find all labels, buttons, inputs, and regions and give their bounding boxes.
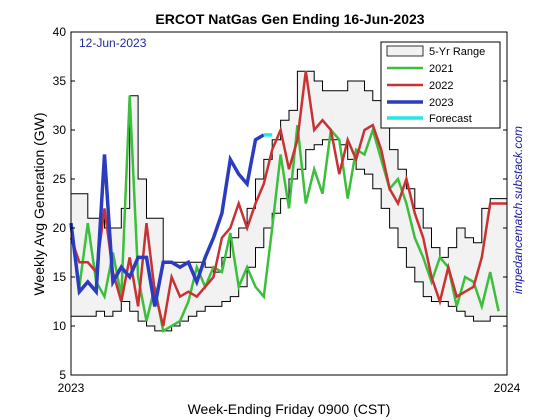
legend-label-range: 5-Yr Range [429,46,485,58]
legend-label-2021: 2021 [429,63,453,75]
y-tick-label: 40 [53,25,67,39]
legend: 5-Yr Range 2021 2022 2023 Forecast [380,41,501,129]
x-tick-label: 2023 [58,381,85,395]
range-high-edge [71,70,507,273]
y-axis: 5 10 15 20 25 30 35 40 [53,25,507,382]
watermark: impedancematch.substack.com [511,126,525,294]
legend-label-forecast: Forecast [429,113,472,125]
y-tick-label: 10 [53,319,67,333]
chart-title: ERCOT NatGas Gen Ending 16-Jun-2023 [155,11,424,27]
y-tick-label: 30 [53,123,67,137]
range-low-edge [71,139,507,332]
y-axis-label: Weekly Avg Generation (GW) [31,112,47,295]
legend-label-2022: 2022 [429,80,453,92]
y-tick-label: 20 [53,221,67,235]
x-axis-label: Week-Ending Friday 0900 (CST) [188,401,391,417]
y-tick-label: 15 [53,270,67,284]
x-axis: 2023 2024 [58,381,521,395]
date-note: 12-Jun-2023 [79,36,147,50]
plot-frame [70,31,508,376]
y-tick-label: 25 [53,172,67,186]
series-line-2023 [69,133,265,307]
y-tick-label: 35 [53,74,67,88]
series-line-2021 [69,95,500,333]
series-line-2022 [69,71,507,327]
legend-label-2023: 2023 [429,97,453,109]
y-tick-label: 5 [59,368,66,382]
x-tick-label: 2024 [494,381,521,395]
series-lines [69,71,507,333]
legend-swatch-range [386,45,424,57]
